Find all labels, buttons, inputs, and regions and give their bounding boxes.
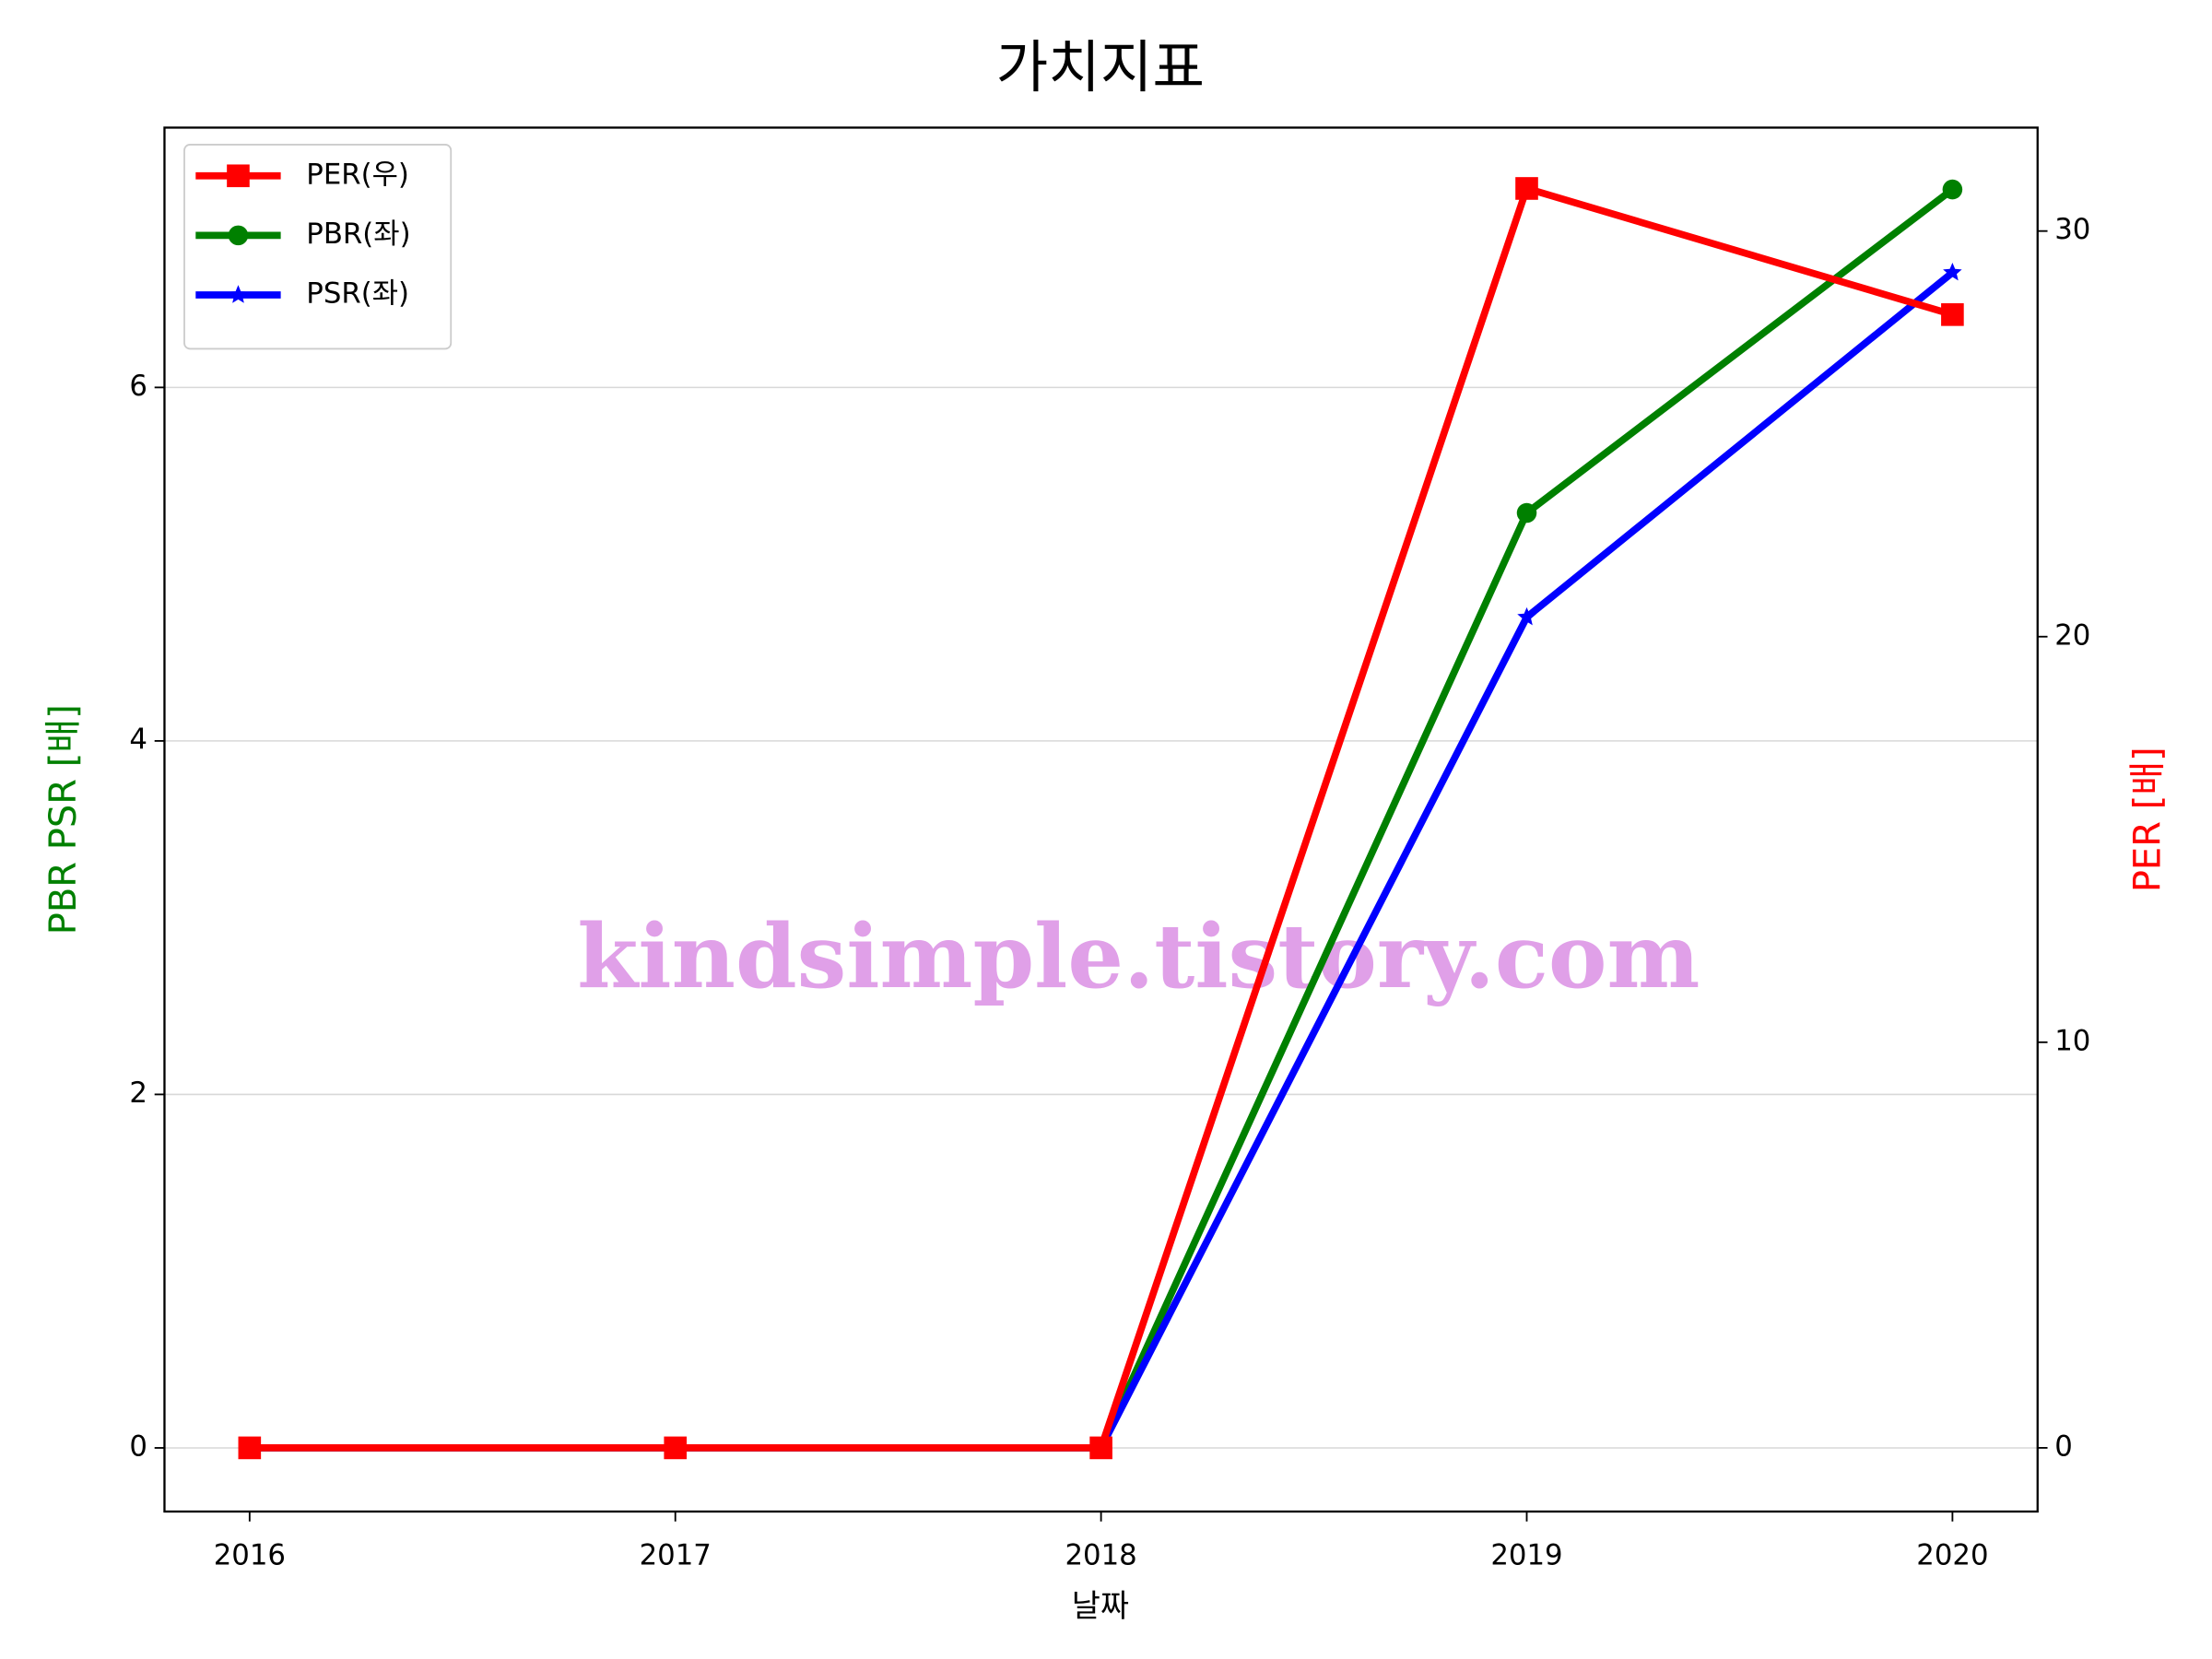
marker [1943,262,1962,281]
x-tick-label: 2020 [1916,1539,1988,1572]
legend-marker [227,164,250,188]
watermark: kindsimple.tistory.com [577,905,1700,1008]
marker [1941,303,1964,326]
axes-frame [163,126,2039,1513]
legend-label: PER(우) [306,158,409,191]
legend-label: PSR(좌) [306,277,409,311]
legend-marker [228,225,249,246]
chart-title: 가치지표 [996,34,1205,100]
marker [1942,179,1963,200]
marker [1089,1436,1112,1460]
y2-axis-label: PER [배] [2126,747,2169,892]
legend-label: PBR(좌) [306,218,410,251]
y2-tick-label: 10 [2054,1024,2090,1057]
marker [238,1436,262,1460]
legend-marker [229,285,248,303]
x-axis-label: 날짜 [1072,1588,1129,1624]
x-tick-label: 2018 [1065,1539,1136,1572]
y2-tick-label: 20 [2054,618,2090,652]
x-tick-label: 2019 [1490,1539,1562,1572]
y-axis-label: PBR PSR [배] [42,704,85,935]
marker [1516,502,1537,524]
y-tick-label: 0 [129,1430,147,1463]
y2-tick-label: 0 [2054,1430,2073,1463]
marker [1515,177,1538,200]
marker [664,1436,688,1460]
marker [1517,606,1536,626]
x-tick-label: 2016 [214,1539,286,1572]
y-tick-label: 4 [129,723,147,756]
y-tick-label: 6 [129,370,147,403]
y-tick-label: 2 [129,1077,147,1110]
y2-tick-label: 30 [2054,213,2090,246]
x-tick-label: 2017 [640,1539,712,1572]
